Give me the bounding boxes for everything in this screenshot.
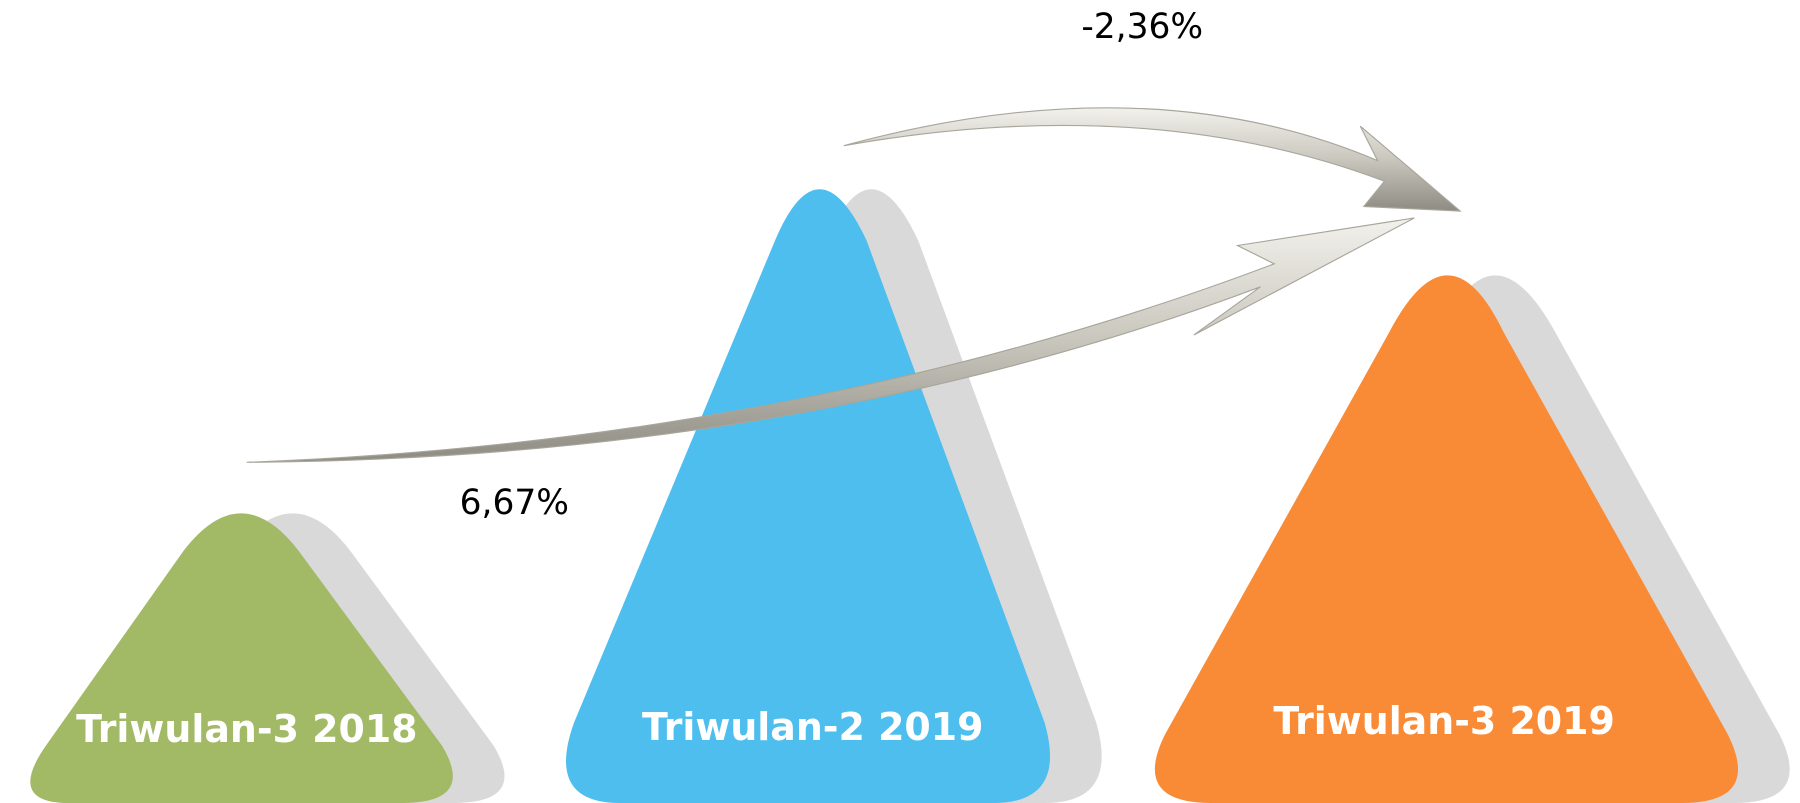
orange-shape (1154, 275, 1739, 803)
period-label: Triwulan-3 2019 (1273, 699, 1614, 743)
change-label: 6,67% (460, 483, 569, 523)
green-shape (30, 513, 453, 803)
change-label: -2,36% (1081, 7, 1203, 47)
blue-shape (566, 189, 1051, 803)
arrow-up (246, 217, 1415, 463)
arrow-over (843, 107, 1462, 212)
period-label: Triwulan-2 2019 (642, 705, 983, 749)
period-label: Triwulan-3 2018 (76, 707, 417, 751)
